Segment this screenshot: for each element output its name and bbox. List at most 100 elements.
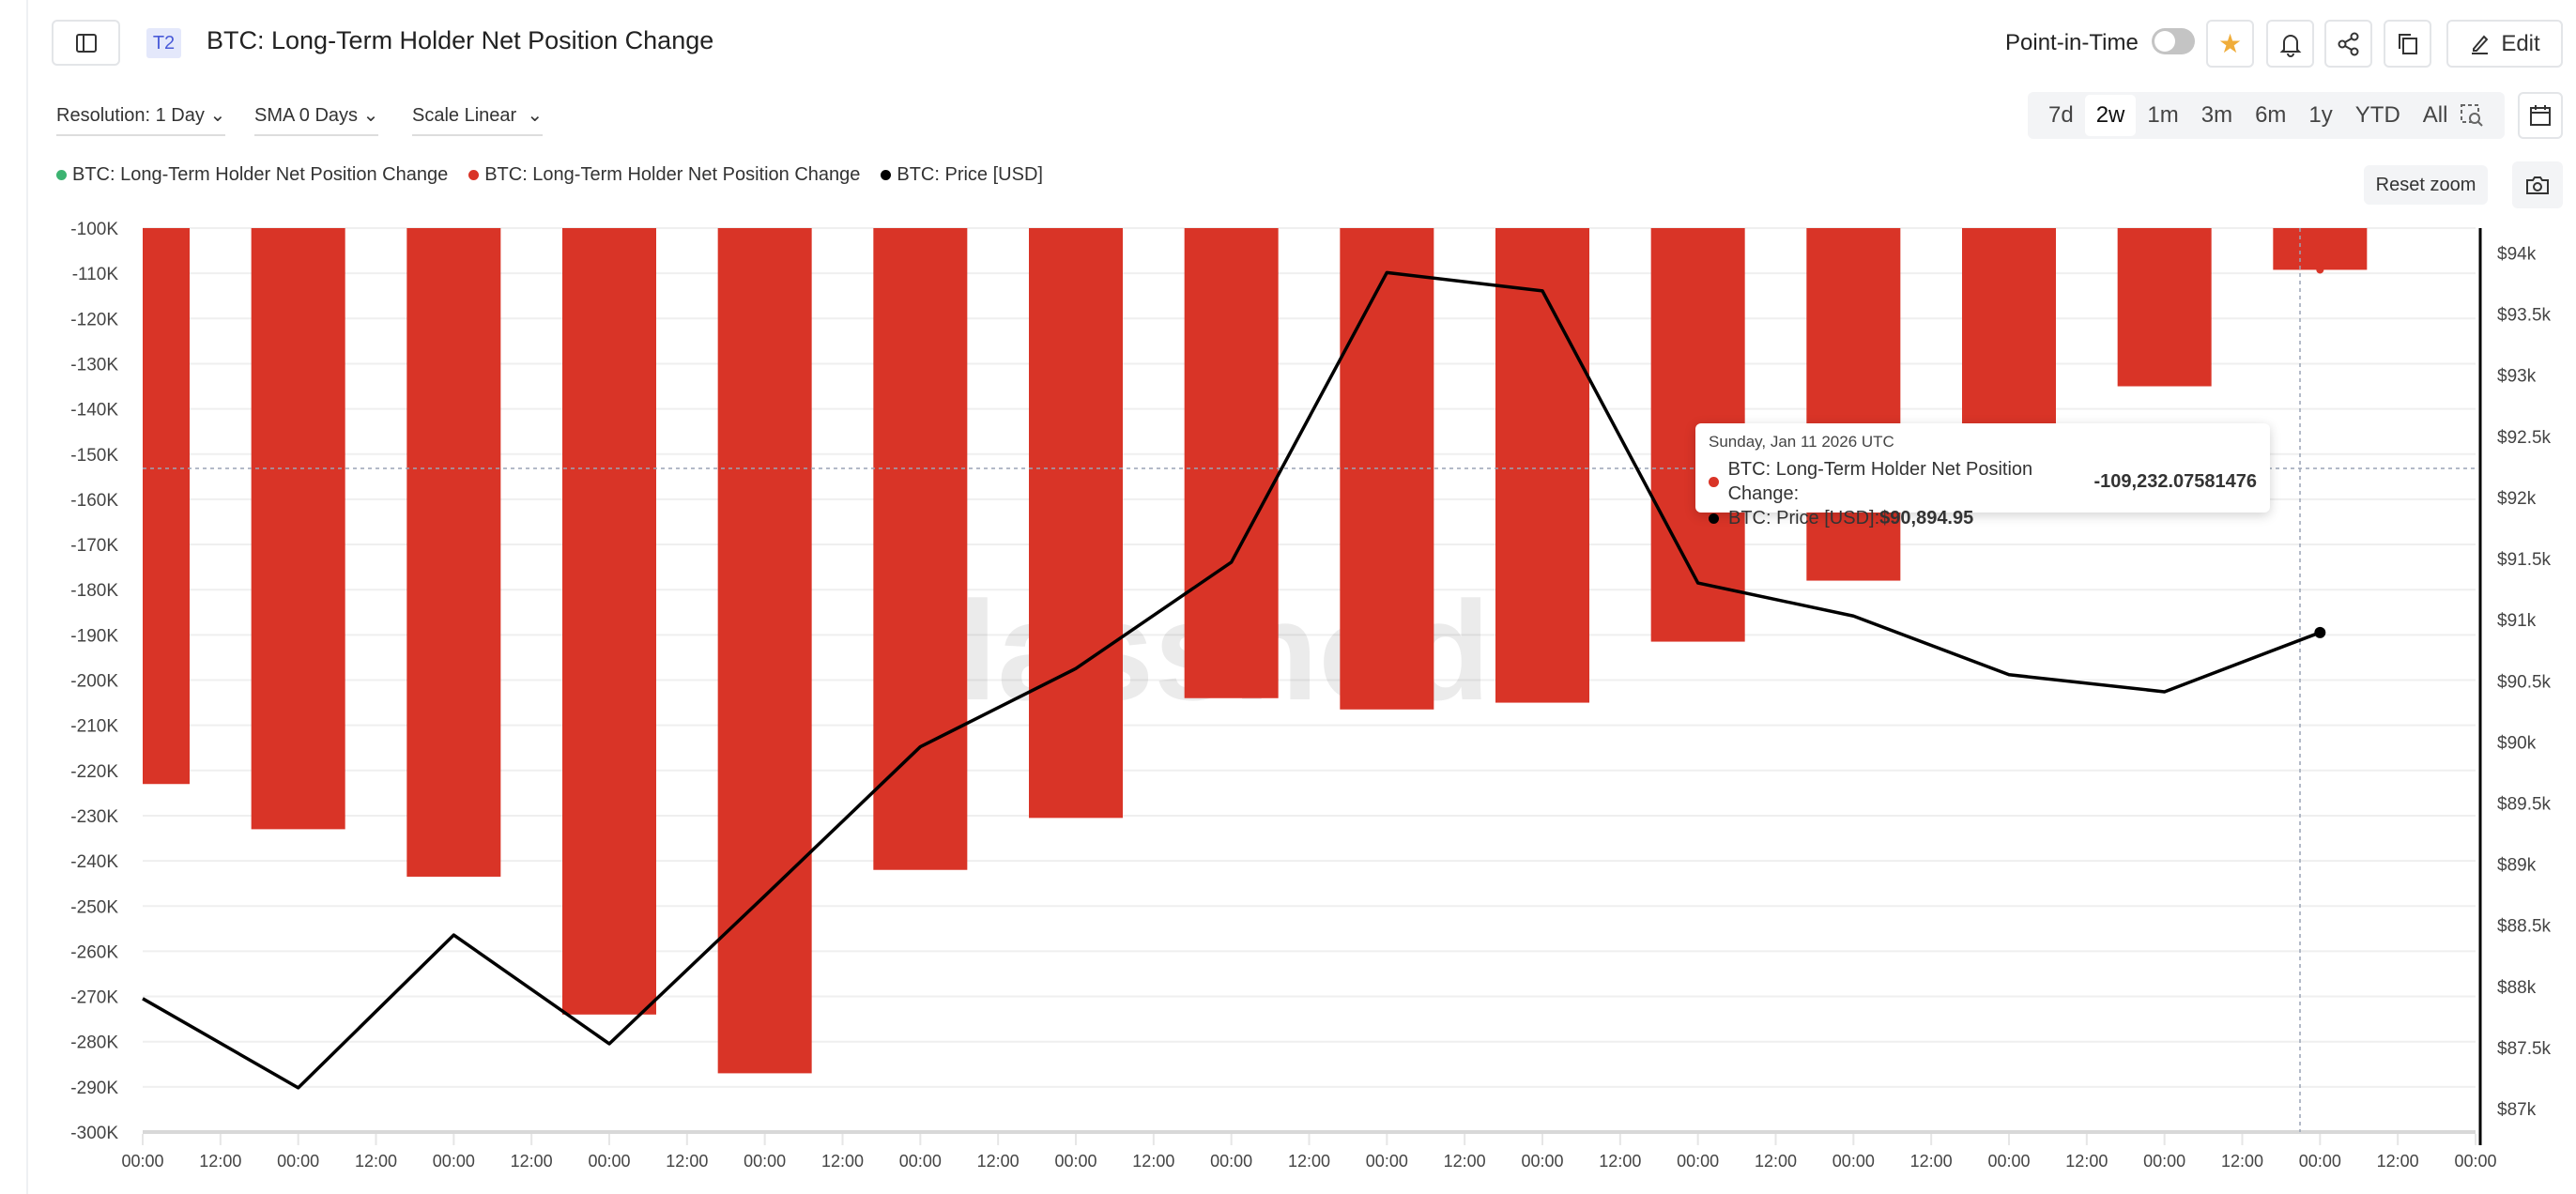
legend-item[interactable]: BTC: Long-Term Holder Net Position Chang…: [56, 164, 448, 186]
sidebar-toggle-button[interactable]: [52, 20, 120, 66]
x-tick-label: 12:00: [199, 1152, 241, 1171]
tooltip-row: BTC: Price [USD]: $90,894.95: [1709, 506, 2257, 530]
y-right-tick-label: $91.5k: [2497, 550, 2552, 570]
y-left-tick-label: -240K: [70, 852, 118, 872]
edit-label: Edit: [2501, 30, 2540, 56]
y-left-tick-label: -200K: [70, 672, 118, 692]
screenshot-button[interactable]: [2512, 161, 2563, 208]
range-ytd[interactable]: YTD: [2354, 102, 2400, 128]
chart-legend: BTC: Long-Term Holder Net Position Chang…: [56, 164, 1043, 186]
legend-item[interactable]: BTC: Price [USD]: [881, 164, 1043, 186]
x-tick-label: 00:00: [1832, 1152, 1875, 1171]
zoom-select-icon[interactable]: [2459, 102, 2485, 129]
y-right-tick-label: $88.5k: [2497, 917, 2552, 937]
legend-item[interactable]: BTC: Long-Term Holder Net Position Chang…: [468, 164, 860, 186]
alert-button[interactable]: [2266, 20, 2314, 68]
x-tick-label: 12:00: [1444, 1152, 1486, 1171]
bar: [1029, 228, 1123, 819]
x-tick-label: 00:00: [1521, 1152, 1563, 1171]
y-left-tick-label: -110K: [72, 265, 119, 284]
date-picker-button[interactable]: [2518, 92, 2563, 139]
y-left-tick-label: -130K: [70, 355, 118, 375]
pencil-icon: [2472, 35, 2489, 54]
legend-dot-icon: [56, 170, 67, 181]
duplicate-button[interactable]: [2384, 20, 2431, 68]
copy-icon: [2398, 33, 2417, 54]
bar: [1495, 228, 1589, 703]
bar: [717, 228, 812, 1074]
legend-label: BTC: Long-Term Holder Net Position Chang…: [484, 164, 861, 185]
bar: [1340, 228, 1434, 710]
chevron-down-icon: ⌄: [527, 105, 544, 126]
bar: [1962, 228, 2056, 454]
y-right-tick-label: $93k: [2497, 367, 2537, 387]
sma-dropdown[interactable]: SMA 0 Days ⌄: [254, 103, 379, 136]
y-left-tick-label: -230K: [70, 807, 118, 827]
y-left-tick-label: -160K: [70, 491, 118, 511]
range-2w[interactable]: 2w: [2084, 95, 2137, 136]
bar: [1184, 228, 1279, 698]
x-tick-label: 12:00: [2065, 1152, 2108, 1171]
range-all[interactable]: All: [2422, 102, 2448, 128]
range-3m[interactable]: 3m: [2200, 102, 2233, 128]
range-1m[interactable]: 1m: [2147, 102, 2179, 128]
x-tick-label: 00:00: [2454, 1152, 2496, 1171]
y-right-tick-label: $90k: [2497, 733, 2537, 753]
y-right-tick-label: $92.5k: [2497, 428, 2552, 448]
y-left-tick-label: -170K: [70, 536, 118, 556]
y-right-tick-label: $87.5k: [2497, 1039, 2552, 1059]
x-tick-label: 00:00: [899, 1152, 942, 1171]
x-tick-label: 00:00: [1366, 1152, 1408, 1171]
tooltip-value: -109,232.07581476: [2093, 471, 2258, 492]
y-left-tick-label: -100K: [70, 220, 118, 239]
x-tick-label: 00:00: [121, 1152, 163, 1171]
x-tick-label: 12:00: [977, 1152, 1020, 1171]
tooltip-label: BTC: Price [USD]:: [1728, 508, 1880, 528]
reset-zoom-button[interactable]: Reset zoom: [2364, 165, 2488, 205]
y-right-tick-label: $90.5k: [2497, 672, 2552, 692]
x-tick-label: 00:00: [1054, 1152, 1096, 1171]
x-tick-label: 12:00: [2221, 1152, 2263, 1171]
bell-icon: [2279, 34, 2301, 57]
bar-point-marker: [2316, 266, 2324, 274]
share-button[interactable]: [2324, 20, 2372, 68]
series-dot-icon: [1709, 513, 1719, 524]
favorite-button[interactable]: ★: [2206, 20, 2254, 68]
range-7d[interactable]: 7d: [2048, 102, 2074, 128]
y-left-tick-label: -270K: [70, 988, 118, 1008]
scale-dropdown[interactable]: Scale Linear ⌄: [412, 103, 544, 136]
x-tick-label: 12:00: [2377, 1152, 2419, 1171]
legend-label: BTC: Long-Term Holder Net Position Chang…: [72, 164, 449, 185]
x-tick-label: 00:00: [744, 1152, 786, 1171]
y-left-tick-label: -290K: [70, 1079, 118, 1098]
edit-button[interactable]: Edit: [2446, 20, 2563, 68]
bar: [2273, 228, 2368, 270]
y-left-tick-label: -260K: [70, 942, 118, 962]
y-left-tick-label: -280K: [70, 1033, 118, 1053]
tooltip-label: BTC: Long-Term Holder Net Position Chang…: [1727, 459, 2033, 504]
range-selector: 7d 2w 1m 3m 6m 1y YTD All: [2028, 92, 2505, 139]
x-tick-label: 12:00: [1599, 1152, 1641, 1171]
bar: [251, 228, 345, 830]
sidebar-panel-icon: [75, 33, 97, 53]
legend-dot-icon: [881, 170, 892, 181]
y-right-tick-label: $88k: [2497, 978, 2537, 998]
bar: [2117, 228, 2212, 387]
point-in-time-toggle[interactable]: [2152, 28, 2195, 54]
y-right-tick-label: $87k: [2497, 1100, 2537, 1120]
y-right-tick-label: $91k: [2497, 611, 2537, 631]
bar: [1806, 228, 1901, 581]
price-point-marker: [2314, 626, 2326, 638]
share-icon: [2338, 32, 2358, 55]
x-tick-label: 12:00: [1910, 1152, 1953, 1171]
y-left-tick-label: -120K: [70, 310, 118, 329]
tooltip-date: Sunday, Jan 11 2026 UTC: [1709, 433, 1894, 451]
chart-tooltip: Sunday, Jan 11 2026 UTC BTC: Long-Term H…: [1695, 423, 2270, 528]
bar: [143, 228, 190, 785]
x-tick-label: 00:00: [1677, 1152, 1719, 1171]
resolution-dropdown[interactable]: Resolution: 1 Day ⌄: [56, 103, 226, 136]
range-6m[interactable]: 6m: [2255, 102, 2287, 128]
range-1y[interactable]: 1y: [2308, 102, 2333, 128]
tooltip-value: $90,894.95: [1879, 508, 1974, 528]
